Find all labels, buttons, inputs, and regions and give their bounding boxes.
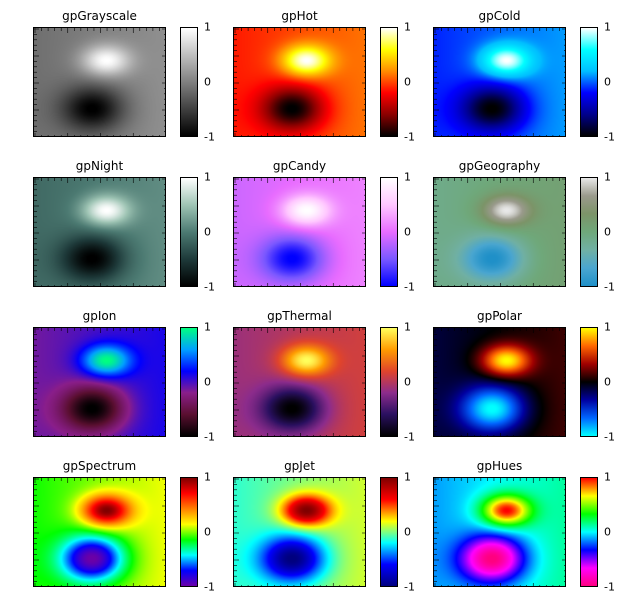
colorbar-tick-label: -1 bbox=[404, 280, 415, 294]
colorbar-tick-label: -1 bbox=[404, 130, 415, 144]
heatmap-plot bbox=[33, 327, 166, 437]
panel-title: gpIon bbox=[82, 309, 117, 323]
colorbar-tick-label: 1 bbox=[204, 320, 211, 334]
heatmap-panel: gpCandy 1 0 -1 bbox=[200, 150, 415, 300]
colorbar bbox=[180, 27, 198, 137]
panel-title: gpCold bbox=[478, 9, 521, 23]
panel-title: gpSpectrum bbox=[62, 459, 137, 473]
heatmap-plot bbox=[233, 477, 366, 587]
colorbar-tick-label: 1 bbox=[204, 170, 211, 184]
colorbar-tick-label: 0 bbox=[404, 225, 411, 239]
heatmap-image bbox=[234, 478, 365, 586]
colorbar bbox=[580, 177, 598, 287]
heatmap-panel: gpGeography 1 0 -1 bbox=[400, 150, 615, 300]
colorbar-tick-label: 1 bbox=[404, 170, 411, 184]
heatmap-plot bbox=[433, 477, 566, 587]
heatmap-image bbox=[34, 178, 165, 286]
heatmap-image bbox=[434, 28, 565, 136]
colorbar-tick-label: -1 bbox=[404, 580, 415, 594]
heatmap-image bbox=[34, 28, 165, 136]
heatmap-panel: gpHues 1 0 -1 bbox=[400, 450, 615, 600]
panel-title: gpHot bbox=[281, 9, 318, 23]
panel-title: gpPolar bbox=[476, 309, 522, 323]
heatmap-panel: gpCold 1 0 -1 bbox=[400, 0, 615, 150]
colorbar-tick-label: 1 bbox=[404, 20, 411, 34]
colorbar-tick-label: 0 bbox=[604, 225, 611, 239]
heatmap-panel: gpSpectrum 1 0 -1 bbox=[0, 450, 215, 600]
heatmap-panel: gpThermal 1 0 -1 bbox=[200, 300, 415, 450]
colorbar-tick-label: -1 bbox=[204, 130, 215, 144]
panel-title: gpGeography bbox=[458, 159, 541, 173]
panel-title: gpCandy bbox=[272, 159, 327, 173]
colorbar-tick-label: 0 bbox=[404, 375, 411, 389]
colorbar-tick-label: 0 bbox=[404, 75, 411, 89]
colorbar-tick-label: 0 bbox=[204, 375, 211, 389]
colorbar-tick-label: 0 bbox=[204, 225, 211, 239]
colorbar bbox=[380, 477, 398, 587]
panel-title: gpJet bbox=[284, 459, 315, 473]
colorbar-tick-label: -1 bbox=[204, 580, 215, 594]
panel-title: gpGrayscale bbox=[62, 9, 137, 23]
colorbar-tick-label: 1 bbox=[604, 320, 611, 334]
heatmap-plot bbox=[33, 177, 166, 287]
heatmap-image bbox=[34, 478, 165, 586]
heatmap-image bbox=[234, 28, 365, 136]
colorbar bbox=[380, 177, 398, 287]
heatmap-image bbox=[434, 478, 565, 586]
colorbar-tick-label: -1 bbox=[404, 430, 415, 444]
colorbar-tick-label: -1 bbox=[604, 580, 615, 594]
heatmap-panel: gpIon 1 0 -1 bbox=[0, 300, 215, 450]
panel-title: gpNight bbox=[75, 159, 124, 173]
colorbar-tick-label: 1 bbox=[604, 470, 611, 484]
colorbar-tick-label: 0 bbox=[404, 525, 411, 539]
heatmap-plot bbox=[233, 327, 366, 437]
colorbar-tick-label: 1 bbox=[204, 470, 211, 484]
colorbar bbox=[180, 327, 198, 437]
heatmap-plot bbox=[33, 27, 166, 137]
heatmap-plot bbox=[433, 27, 566, 137]
colorbar-tick-label: 1 bbox=[404, 320, 411, 334]
colorbar bbox=[580, 477, 598, 587]
panel-title: gpThermal bbox=[267, 309, 332, 323]
heatmap-plot bbox=[33, 477, 166, 587]
colorbar-tick-label: -1 bbox=[604, 130, 615, 144]
colorbar bbox=[580, 327, 598, 437]
heatmap-image bbox=[234, 178, 365, 286]
heatmap-plot bbox=[233, 177, 366, 287]
heatmap-panel: gpNight 1 0 -1 bbox=[0, 150, 215, 300]
panel-title: gpHues bbox=[476, 459, 523, 473]
colorbar-tick-label: -1 bbox=[204, 280, 215, 294]
heatmap-plot bbox=[433, 327, 566, 437]
colorbar-tick-label: 0 bbox=[204, 75, 211, 89]
colorbar-tick-label: 1 bbox=[604, 170, 611, 184]
heatmap-plot bbox=[233, 27, 366, 137]
colorbar bbox=[380, 27, 398, 137]
heatmap-panel: gpJet 1 0 -1 bbox=[200, 450, 415, 600]
colorbar-tick-label: -1 bbox=[604, 280, 615, 294]
colorbar bbox=[180, 177, 198, 287]
colorbar-tick-label: -1 bbox=[204, 430, 215, 444]
colorbar-tick-label: 0 bbox=[204, 525, 211, 539]
colorbar bbox=[180, 477, 198, 587]
colorbar-tick-label: 0 bbox=[604, 525, 611, 539]
heatmap-panel: gpHot 1 0 -1 bbox=[200, 0, 415, 150]
heatmap-image bbox=[434, 328, 565, 436]
heatmap-panel: gpGrayscale 1 0 -1 bbox=[0, 0, 215, 150]
colorbar-tick-label: 1 bbox=[404, 470, 411, 484]
heatmap-plot bbox=[433, 177, 566, 287]
colorbar-tick-label: -1 bbox=[604, 430, 615, 444]
heatmap-image bbox=[234, 328, 365, 436]
colorbar bbox=[580, 27, 598, 137]
colorbar-tick-label: 1 bbox=[204, 20, 211, 34]
heatmap-image bbox=[434, 178, 565, 286]
heatmap-image bbox=[34, 328, 165, 436]
colorbar-tick-label: 1 bbox=[604, 20, 611, 34]
heatmap-panel: gpPolar 1 0 -1 bbox=[400, 300, 615, 450]
colorbar-tick-label: 0 bbox=[604, 75, 611, 89]
colorbar-tick-label: 0 bbox=[604, 375, 611, 389]
colorbar bbox=[380, 327, 398, 437]
